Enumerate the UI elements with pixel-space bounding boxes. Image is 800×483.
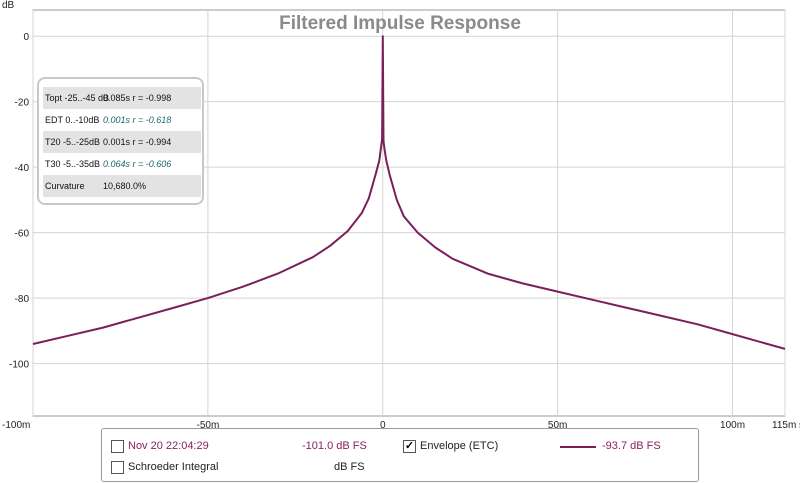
stat-row-t30: T30 -5..-35dB 0.064s r = -0.606 bbox=[43, 153, 201, 175]
y-tick-label: -100 bbox=[9, 360, 29, 371]
y-tick-label: -40 bbox=[15, 163, 30, 174]
y-axis-label: dB bbox=[2, 0, 15, 11]
decay-stats-panel: Topt -25..-45 dB 0.085s r = -0.998 EDT 0… bbox=[37, 77, 204, 205]
stat-label: EDT 0..-10dB bbox=[45, 115, 100, 125]
stat-value: 0.001s r = -0.618 bbox=[103, 115, 172, 125]
stat-label: T30 -5..-35dB bbox=[45, 159, 101, 169]
measurement-level: -101.0 dB FS bbox=[302, 440, 367, 452]
envelope-level: -93.7 dB FS bbox=[602, 440, 661, 452]
stat-value: 0.085s r = -0.998 bbox=[103, 93, 172, 103]
y-tick-label: 0 bbox=[23, 32, 29, 43]
envelope-checkbox[interactable]: ✓ bbox=[403, 440, 416, 453]
legend-panel: Nov 20 22:04:29 -101.0 dB FS ✓ Envelope … bbox=[101, 428, 699, 482]
x-tick-label: -100m bbox=[2, 420, 30, 431]
stat-row-curvature: Curvature 10,680.0% bbox=[43, 175, 201, 197]
stat-value: 10,680.0% bbox=[103, 181, 147, 191]
x-tick-label: -50m bbox=[196, 420, 219, 431]
tick-labels: -100m -50m 0 50m 100m 115m s 0 -20 -40 -60 -80 -100 bbox=[2, 32, 800, 431]
stat-row-edt: EDT 0..-10dB 0.001s r = -0.618 bbox=[43, 109, 201, 131]
measurement-name: Nov 20 22:04:29 bbox=[128, 440, 209, 452]
stat-row-topt: Topt -25..-45 dB 0.085s r = -0.998 bbox=[43, 87, 201, 109]
stat-row-t20: T20 -5..-25dB 0.001s r = -0.994 bbox=[43, 131, 201, 153]
stat-label: T20 -5..-25dB bbox=[45, 137, 101, 147]
measurement-checkbox[interactable] bbox=[111, 440, 124, 453]
stat-label: Curvature bbox=[45, 181, 85, 191]
schroeder-level: dB FS bbox=[334, 461, 365, 473]
stat-value: 0.064s r = -0.606 bbox=[103, 159, 172, 169]
chart-title: Filtered Impulse Response bbox=[279, 13, 521, 34]
y-tick-label: -80 bbox=[15, 294, 30, 305]
envelope-label: Envelope (ETC) bbox=[420, 440, 499, 452]
stat-label: Topt -25..-45 dB bbox=[45, 93, 110, 103]
series-line-envelope bbox=[32, 35, 786, 350]
x-tick-label: 100m bbox=[720, 420, 745, 431]
x-tick-label: 115m s bbox=[772, 420, 800, 431]
x-tick-label: 50m bbox=[548, 420, 567, 431]
curve-layer bbox=[32, 35, 786, 350]
x-tick-label: 0 bbox=[380, 420, 386, 431]
schroeder-checkbox[interactable] bbox=[111, 461, 124, 474]
schroeder-label: Schroeder Integral bbox=[128, 461, 219, 473]
y-tick-label: -20 bbox=[15, 98, 30, 109]
stat-value: 0.001s r = -0.994 bbox=[103, 137, 172, 147]
y-tick-label: -60 bbox=[15, 229, 30, 240]
envelope-line-swatch bbox=[560, 446, 596, 448]
plot-area bbox=[32, 9, 786, 417]
